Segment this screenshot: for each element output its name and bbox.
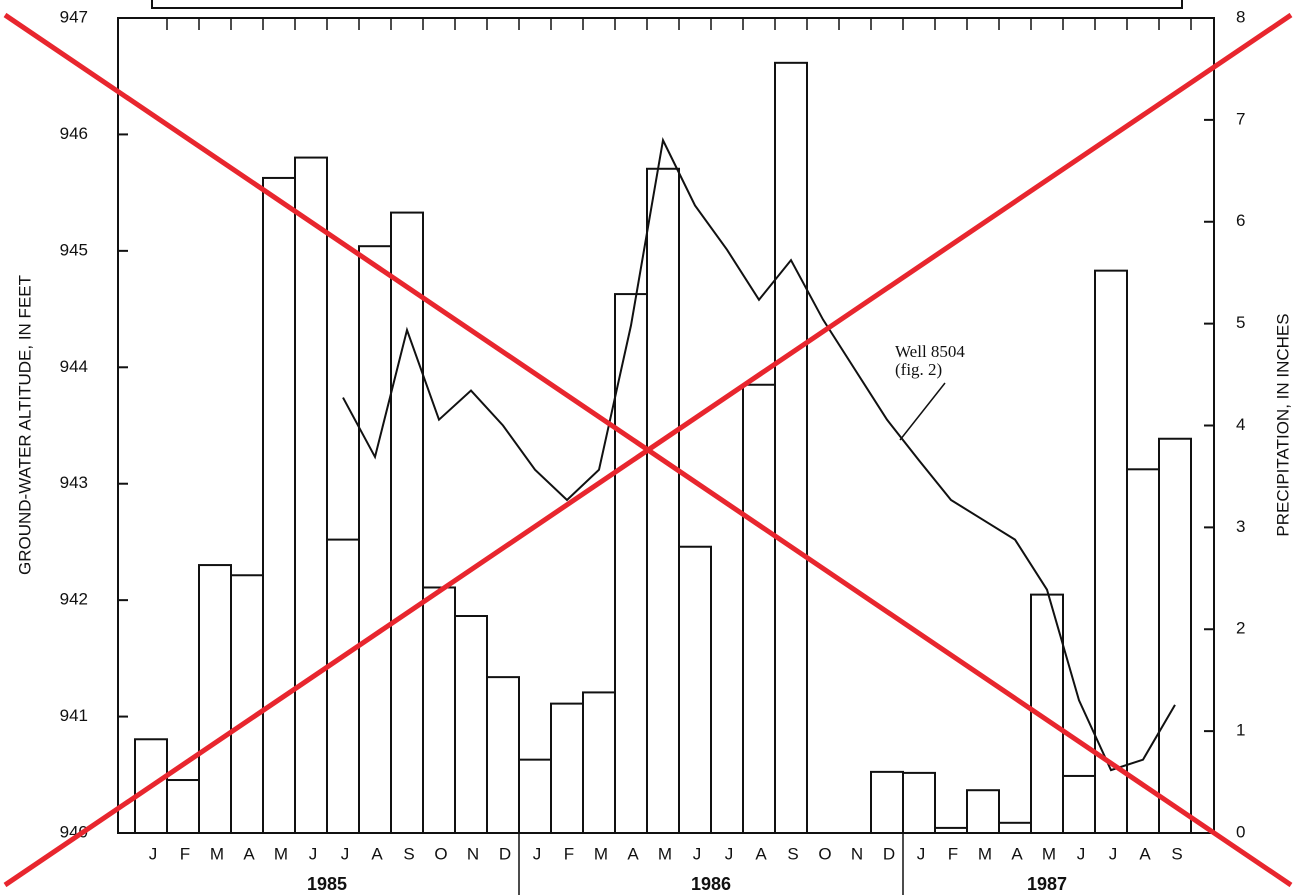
x-tick-label: J [917,844,926,863]
bar [454,615,488,834]
x-tick-label: O [818,844,831,863]
bar [390,211,424,835]
y-axis-label: GROUND-WATER ALTITUDE, IN FEET [15,275,34,575]
x-tick-label: J [725,844,734,863]
y2-tick-label: 5 [1236,313,1245,332]
y-tick-label: 942 [60,590,88,609]
bar [870,770,904,834]
bar [742,383,776,834]
x-tick-label: D [499,844,511,863]
bar [998,821,1032,834]
x-tick-label: O [434,844,447,863]
x-tick-label: M [1042,844,1056,863]
x-tick-label: J [533,844,542,863]
bar [1126,468,1160,834]
bar [262,176,296,835]
x-tick-label: J [341,844,350,863]
x-tick-label: A [371,844,383,863]
x-tick-label: M [210,844,224,863]
x-tick-label: J [149,844,158,863]
x-tick-label: A [1011,844,1023,863]
annotation-line: (fig. 2) [895,360,942,379]
bar [646,167,680,834]
bar [1158,437,1192,834]
y-tick-label: 941 [60,706,88,725]
y-tick-label: 944 [60,357,88,376]
year-label: 1986 [691,874,731,894]
y-tick-label: 947 [60,7,88,26]
bar [774,61,808,834]
year-label: 1985 [307,874,347,894]
x-tick-label: S [1171,844,1182,863]
y2-tick-label: 8 [1236,7,1245,26]
bar [678,545,712,834]
x-tick-label: F [948,844,958,863]
title-box [151,0,1183,9]
bar [422,586,456,835]
bar [518,758,552,835]
bar [294,156,328,835]
annotation: Well 8504 (fig. 2) [895,342,965,379]
y2-tick-label: 7 [1236,109,1245,128]
bar [582,691,616,834]
bar [358,245,392,834]
annotation-line: Well 8504 [895,342,965,361]
bar [1094,269,1128,834]
x-tick-label: D [883,844,895,863]
bar [966,789,1000,835]
x-tick-label: S [403,844,414,863]
x-tick-label: J [693,844,702,863]
x-tick-label: A [755,844,767,863]
y2-tick-label: 3 [1236,517,1245,536]
y-tick-label: 940 [60,822,88,841]
bar [1062,774,1096,835]
x-tick-label: J [309,844,318,863]
x-tick-label: A [243,844,255,863]
bar [902,771,936,834]
x-tick-label: S [787,844,798,863]
bar [230,574,264,834]
bar [166,779,200,835]
year-label: 1987 [1027,874,1067,894]
bar [198,564,232,834]
bar [614,293,648,834]
y2-tick-label: 0 [1236,822,1245,841]
x-tick-label: M [594,844,608,863]
y-tick-label: 946 [60,124,88,143]
line [342,137,1176,772]
y-tick-label: 945 [60,240,88,259]
y-tick-label: 943 [60,473,88,492]
x-tick-label: F [180,844,190,863]
x-tick-label: M [274,844,288,863]
bar [134,738,168,835]
bar [486,676,520,834]
cross-line [3,12,1293,888]
x-tick-label: J [1109,844,1118,863]
y2-tick-label: 6 [1236,211,1245,230]
bar [326,538,360,834]
x-tick-label: M [978,844,992,863]
x-tick-label: J [1077,844,1086,863]
y2-tick-label: 4 [1236,415,1245,434]
x-tick-label: A [1139,844,1151,863]
x-tick-label: N [851,844,863,863]
x-tick-label: F [564,844,574,863]
y2-tick-label: 2 [1236,619,1245,638]
annotation-leader [899,382,946,441]
x-tick-label: A [627,844,639,863]
x-tick-label: N [467,844,479,863]
y2-axis-label: PRECIPITATION, IN INCHES [1273,313,1292,536]
x-tick-label: M [658,844,672,863]
bar [934,826,968,834]
y2-tick-label: 1 [1236,721,1245,740]
bar [550,702,584,835]
